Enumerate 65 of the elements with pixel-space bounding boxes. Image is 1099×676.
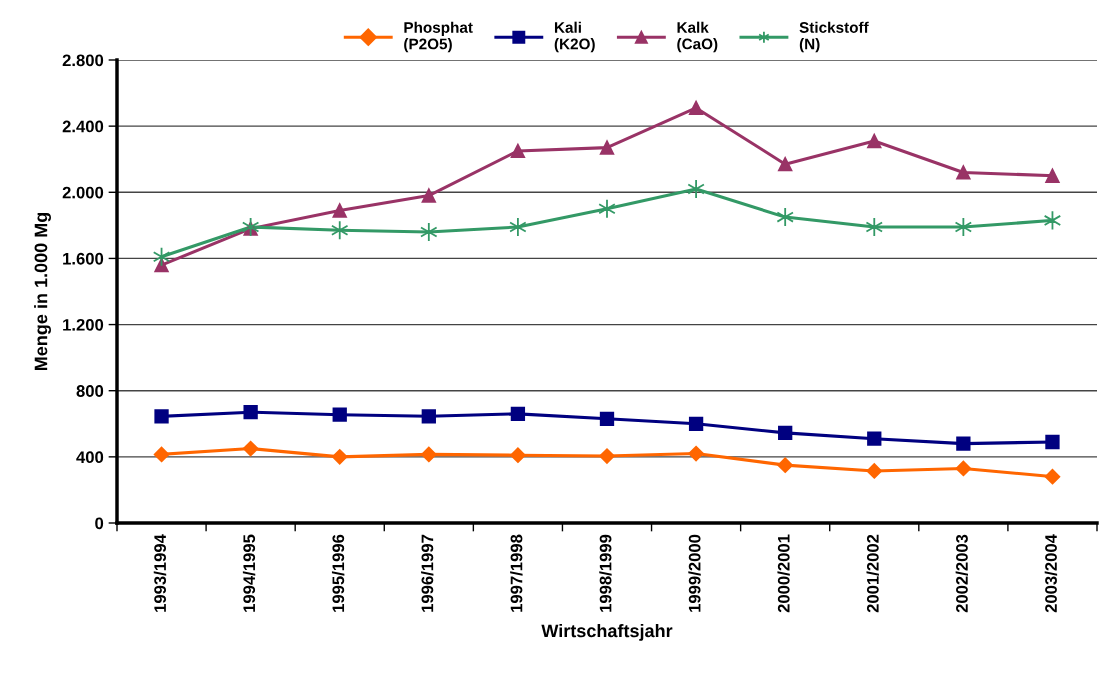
point (1045, 434, 1060, 450)
x-tick-label: 2003/2004 (1044, 534, 1058, 613)
point (153, 446, 170, 463)
point (866, 463, 883, 479)
y-tick-label: 0 (95, 517, 104, 530)
point (599, 448, 615, 464)
point (421, 446, 437, 463)
point (867, 431, 882, 446)
y-tick-label: 2.400 (62, 120, 104, 133)
y-tick-label: 1.600 (63, 252, 104, 265)
point (777, 457, 793, 473)
point (865, 217, 883, 237)
x-tick-label: 1996/1997 (421, 534, 434, 612)
x-tick-label: 1993/1994 (153, 534, 167, 612)
point (421, 188, 436, 203)
point (688, 416, 704, 431)
legend-label: Stickstoff (N) (799, 21, 869, 53)
point (509, 217, 527, 237)
point (510, 143, 526, 159)
point (956, 436, 971, 451)
x-tick-label: 1995/1996 (331, 534, 345, 612)
point (954, 217, 973, 237)
point (688, 100, 704, 116)
point (332, 203, 347, 218)
point (778, 157, 793, 172)
point (510, 447, 526, 463)
y-tick-label: 800 (76, 385, 104, 397)
point (242, 440, 259, 457)
point (1044, 468, 1061, 485)
point (331, 449, 348, 465)
y-tick-label: 1.200 (63, 318, 104, 331)
x-tick-label: 1999/2000 (688, 534, 701, 612)
point (421, 409, 436, 424)
point (1045, 168, 1060, 183)
point (955, 460, 972, 477)
point (599, 411, 615, 426)
point (599, 140, 615, 155)
point (778, 425, 793, 441)
y-tick-label: 400 (76, 451, 104, 464)
x-tick-label: 2001/2002 (866, 534, 879, 613)
x-tick-label: 1994/1995 (242, 534, 256, 612)
point (420, 222, 438, 242)
point (867, 133, 882, 149)
point (510, 406, 526, 422)
legend-label: Phosphat (P2O5) (404, 21, 473, 53)
x-tick-label: 1997/1998 (510, 534, 523, 612)
y-tick-label: 2.800 (62, 54, 104, 67)
point (688, 445, 704, 462)
y-tick-label: 2.000 (62, 186, 104, 199)
point (776, 207, 794, 228)
point (687, 179, 705, 199)
point (956, 165, 971, 180)
x-axis-title: Wirtschaftsjahr (541, 624, 673, 641)
y-axis-title: Menge in 1.000 Mg (34, 212, 51, 371)
x-tick-label: 2000/2001 (777, 534, 790, 613)
legend-label: Kalk (CaO) (677, 21, 718, 53)
legend-label: Kali (K2O) (554, 21, 595, 53)
x-tick-label: 1998/1999 (599, 534, 612, 612)
point (598, 198, 616, 219)
point (332, 407, 347, 422)
point (243, 405, 258, 420)
x-tick-label: 2002/2003 (955, 534, 969, 613)
point (154, 409, 169, 424)
point (331, 220, 349, 241)
point (154, 257, 169, 273)
